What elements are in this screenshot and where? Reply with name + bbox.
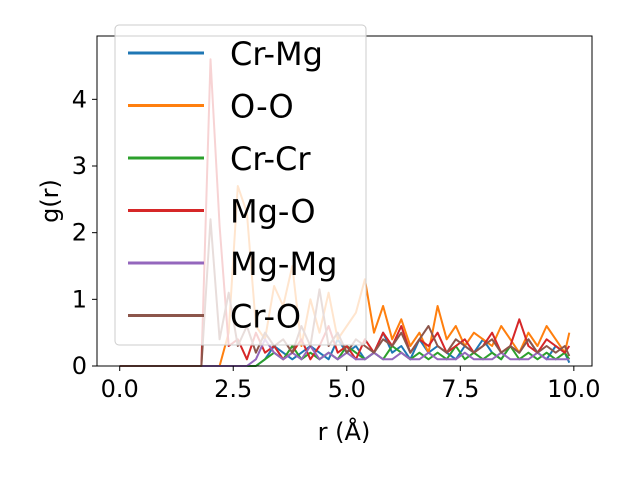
legend-items: Cr-Mg O-O Cr-Cr Mg-O Mg-Mg Cr-O — [128, 35, 337, 336]
x-tick-label: 2.5 — [214, 375, 252, 403]
legend-label-o-o: O-O — [230, 88, 294, 126]
y-tick-label: 0 — [72, 352, 87, 380]
legend-label-mg-o: Mg-O — [230, 193, 316, 231]
x-axis-label: r (Å) — [318, 417, 371, 446]
legend-label-mg-mg: Mg-Mg — [230, 245, 337, 283]
legend-label-cr-o: Cr-O — [230, 298, 301, 336]
y-axis-label: g(r) — [36, 179, 64, 223]
legend-label-cr-mg: Cr-Mg — [230, 35, 323, 73]
x-tick-label: 7.5 — [441, 375, 479, 403]
x-tick-label: 5.0 — [328, 375, 366, 403]
legend: Cr-Mg O-O Cr-Cr Mg-O Mg-Mg Cr-O — [114, 24, 367, 346]
x-tick-label: 10.0 — [547, 375, 600, 403]
y-axis: 0 1 2 3 4 — [72, 85, 97, 380]
y-tick-label: 3 — [72, 152, 87, 180]
y-tick-label: 4 — [72, 85, 87, 113]
x-tick-label: 0.0 — [101, 375, 139, 403]
y-tick-label: 2 — [72, 219, 87, 247]
legend-label-cr-cr: Cr-Cr — [230, 140, 311, 178]
x-axis: 0.0 2.5 5.0 7.5 10.0 — [101, 366, 601, 403]
y-tick-label: 1 — [72, 285, 87, 313]
